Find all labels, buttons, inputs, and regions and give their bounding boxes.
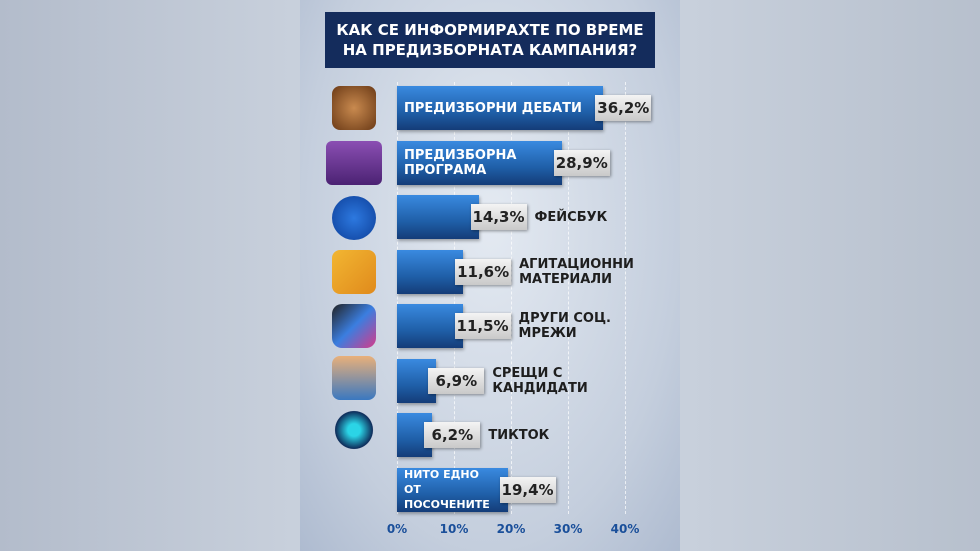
bar — [397, 249, 464, 294]
value-label: 6,9% — [428, 367, 485, 394]
category-label: ФЕЙСБУК — [534, 209, 608, 225]
icon-handshake — [332, 356, 376, 400]
grid-line — [454, 82, 455, 514]
x-tick-label: 20% — [496, 522, 526, 536]
value-label: 6,2% — [424, 422, 481, 448]
grid-line — [568, 82, 569, 514]
grid-line — [397, 82, 398, 514]
value-label: 14,3% — [470, 204, 527, 230]
x-tick-label: 30% — [553, 522, 583, 536]
value-label: 11,6% — [455, 258, 512, 285]
category-label: СРЕЩИ С КАНДИДАТИ — [492, 365, 588, 396]
value-label: 19,4% — [499, 476, 556, 503]
icon-podium — [332, 86, 376, 130]
value-label: 11,5% — [454, 313, 511, 339]
bar — [397, 304, 463, 348]
grid-line — [625, 82, 626, 514]
value-label: 28,9% — [553, 149, 610, 176]
icon-social — [332, 304, 376, 348]
x-tick-label: 40% — [610, 522, 640, 536]
bar — [397, 195, 479, 239]
bar — [397, 467, 508, 512]
bar — [397, 140, 562, 185]
category-label: ПРЕДИЗБОРНА ПРОГРАМА — [404, 147, 517, 178]
category-label: НИТО ЕДНО ОТ ПОСОЧЕНИТЕ — [404, 468, 490, 511]
category-label: ПРЕДИЗБОРНИ ДЕБАТИ — [404, 100, 582, 116]
x-tick-label: 0% — [386, 522, 408, 536]
value-label: 36,2% — [595, 95, 652, 121]
icon-megaphone — [332, 250, 376, 294]
icon-tiktok — [332, 408, 376, 452]
bar — [397, 86, 604, 130]
grid-line — [511, 82, 512, 514]
category-label: ТИКТОК — [488, 427, 550, 443]
icon-book — [326, 141, 382, 185]
category-label: ДРУГИ СОЦ. МРЕЖИ — [518, 311, 611, 341]
icon-facebook — [332, 196, 376, 240]
chart-title: КАК СЕ ИНФОРМИРАХТЕ ПО ВРЕМЕ НА ПРЕДИЗБО… — [325, 12, 655, 68]
x-tick-label: 10% — [439, 522, 469, 536]
category-label: АГИТАЦИОННИ МАТЕРИАЛИ — [519, 256, 634, 287]
